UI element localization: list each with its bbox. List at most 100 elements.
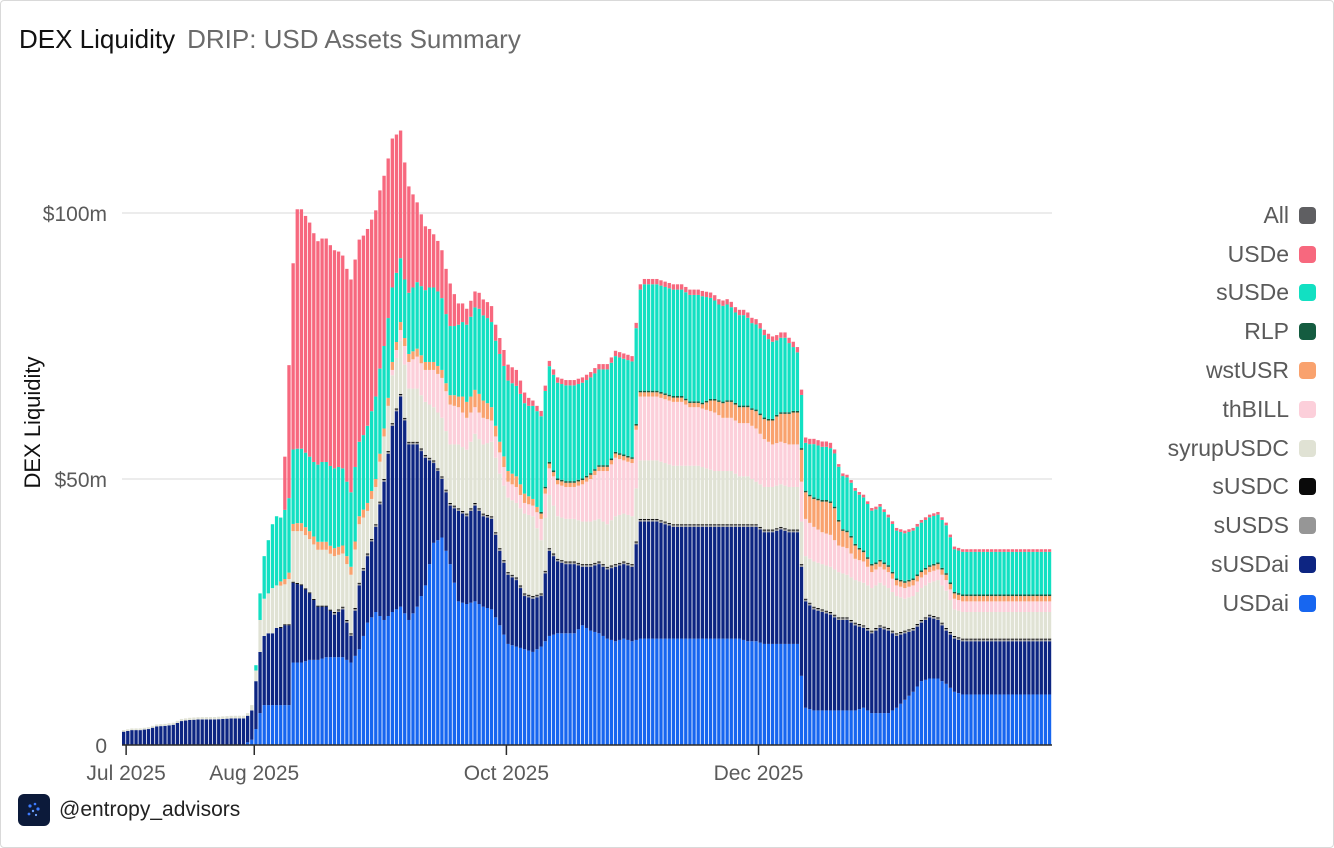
legend-label: thBILL <box>1222 395 1290 422</box>
bar-rlp <box>795 410 800 413</box>
bar-susds <box>613 565 618 567</box>
legend-item-thbill[interactable]: thBILL <box>1076 390 1316 429</box>
bar-syrupusdc <box>560 517 564 561</box>
bar-susde <box>704 297 709 401</box>
bar-susdai <box>547 550 552 636</box>
bar-usde <box>609 357 614 363</box>
bar-susds <box>729 525 733 527</box>
bar-wstusr <box>630 458 634 464</box>
bar-susds <box>1018 639 1023 642</box>
bar-rlp <box>688 401 692 403</box>
bar-susdc <box>849 619 853 622</box>
bar-usdai <box>246 742 250 745</box>
bar-syrupusdc <box>973 612 977 639</box>
bar-syrupusdc <box>237 715 242 719</box>
bar-susdc <box>820 609 824 611</box>
bar-susds <box>737 525 742 527</box>
bar-thbill <box>837 545 841 573</box>
bar-susde <box>258 593 262 620</box>
bar-wstusr <box>638 392 642 397</box>
legend-item-usdai[interactable]: USDai <box>1076 584 1316 623</box>
bar-susds <box>799 565 804 567</box>
bar-susds <box>489 517 494 519</box>
bar-syrupusdc <box>403 364 407 418</box>
legend-item-susds[interactable]: sUSDS <box>1076 506 1316 545</box>
bar-usde <box>857 492 862 495</box>
bar-rlp <box>543 486 547 489</box>
bar-thbill <box>737 423 742 477</box>
bar-susdai <box>374 526 378 612</box>
bar-usdai <box>349 662 353 745</box>
legend-item-syrupusdc[interactable]: syrupUSDC <box>1076 429 1316 468</box>
bar-wstusr <box>671 397 676 402</box>
bar-susds <box>456 509 461 511</box>
bar-susde <box>394 272 399 343</box>
bar-thbill <box>613 457 618 517</box>
legend-item-wstusr[interactable]: wstUSR <box>1076 351 1316 390</box>
bar-susde <box>427 287 432 362</box>
bar-susdai <box>378 504 382 616</box>
bar-usde <box>469 300 473 317</box>
bar-usdai <box>1023 694 1027 745</box>
author-handle[interactable]: @entropy_advisors <box>59 798 241 821</box>
bar-susdc <box>477 508 481 510</box>
bar-susde <box>870 510 874 564</box>
bar-susde <box>932 515 936 564</box>
bar-susdai <box>444 492 448 551</box>
legend-label: All <box>1263 201 1289 228</box>
bar-rlp <box>812 497 816 499</box>
bar-usdai <box>481 606 485 745</box>
bar-susds <box>427 458 432 461</box>
bar-susdc <box>423 455 428 457</box>
bar-syrupusdc <box>750 479 754 525</box>
bar-wstusr <box>345 556 349 565</box>
bar-susdai <box>217 719 221 745</box>
bar-susdai <box>646 521 651 639</box>
bar-thbill <box>729 417 733 472</box>
bar-syrupusdc <box>663 463 667 522</box>
legend-item-susde[interactable]: sUSDe <box>1076 274 1316 313</box>
legend-item-all[interactable]: All <box>1076 196 1316 235</box>
bar-susdc <box>737 524 742 526</box>
bar-wstusr <box>477 393 481 413</box>
bar-usdai <box>973 694 977 745</box>
bar-susde <box>671 289 676 397</box>
bar-syrupusdc <box>415 388 419 442</box>
bar-usdai <box>837 710 841 745</box>
bar-wstusr <box>361 509 366 518</box>
bar-susdai <box>837 619 841 711</box>
bar-thbill <box>708 411 713 470</box>
chart-subtitle: DRIP: USD Assets Summary <box>187 24 521 54</box>
bar-thbill <box>539 518 543 541</box>
legend-item-susdc[interactable]: sUSDC <box>1076 468 1316 507</box>
legend-item-rlp[interactable]: RLP <box>1076 312 1316 351</box>
bar-susde <box>737 315 742 406</box>
bar-thbill <box>618 459 622 515</box>
bar-rlp <box>692 401 696 403</box>
bar-susds <box>754 525 758 527</box>
bar-susdc <box>283 624 287 626</box>
bar-syrupusdc <box>142 727 146 730</box>
bar-susds <box>733 525 738 527</box>
bar-wstusr <box>498 441 502 453</box>
bar-susde <box>597 369 601 466</box>
bar-usdai <box>572 633 576 745</box>
bar-susdc <box>626 562 630 564</box>
bar-usde <box>1027 549 1031 552</box>
bar-susdai <box>506 574 510 644</box>
bar-susde <box>345 481 349 557</box>
bar-susds <box>593 563 597 566</box>
bar-susde <box>684 292 688 399</box>
bar-susdai <box>427 460 432 565</box>
legend-swatch <box>1299 439 1316 457</box>
legend-item-susdai[interactable]: sUSDai <box>1076 545 1316 584</box>
bar-usdai <box>692 638 696 745</box>
bar-susdc <box>663 521 667 523</box>
bar-syrupusdc <box>386 405 390 452</box>
legend-item-usde[interactable]: USDe <box>1076 235 1316 274</box>
bar-susdc <box>940 622 944 624</box>
bar-syrupusdc <box>994 612 998 639</box>
bar-usdai <box>452 582 456 745</box>
bar-usdai <box>316 659 320 745</box>
bar-susdc <box>903 630 907 632</box>
